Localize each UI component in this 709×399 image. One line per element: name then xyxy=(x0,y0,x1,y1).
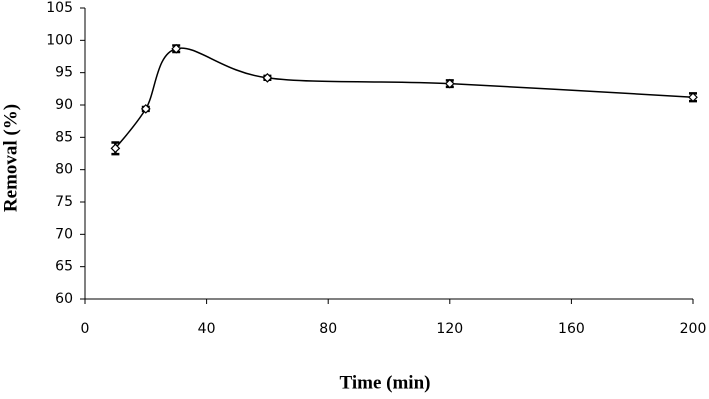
marker xyxy=(688,92,698,103)
y-tick-label: 95 xyxy=(55,65,73,81)
y-axis-title: Removal (%) xyxy=(0,104,21,212)
x-tick-label: 0 xyxy=(81,321,90,337)
line xyxy=(114,47,694,149)
y-tick-label: 100 xyxy=(46,32,73,48)
y-tick-label: 80 xyxy=(55,162,73,178)
marker xyxy=(140,104,151,114)
marker xyxy=(444,78,455,89)
x-tick-label: 160 xyxy=(558,321,585,337)
x-tick-label: 40 xyxy=(198,321,216,337)
y-tick-label: 75 xyxy=(55,194,73,210)
marker xyxy=(262,72,273,83)
y-tick-label: 90 xyxy=(55,97,73,113)
y-tick-label: 105 xyxy=(46,0,73,16)
marker xyxy=(110,143,121,154)
marker xyxy=(171,43,182,54)
y-tick-label: 65 xyxy=(55,259,73,275)
y-tick-label: 70 xyxy=(55,226,73,242)
x-tick-label: 120 xyxy=(436,321,463,337)
x-tick-label: 200 xyxy=(680,321,707,337)
y-tick-label: 60 xyxy=(55,291,73,307)
x-tick-label: 80 xyxy=(319,321,337,337)
y-tick-label: 85 xyxy=(55,129,73,145)
x-axis-title: Time (min) xyxy=(340,372,431,393)
